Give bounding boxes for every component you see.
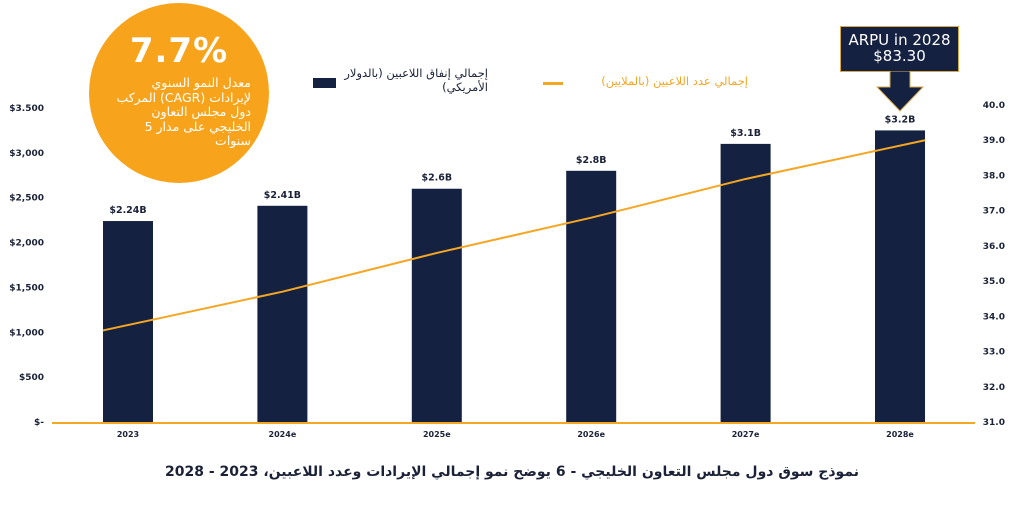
x-tick-label: 2024e <box>269 430 297 439</box>
y-left-tick-label: $500 <box>19 373 44 383</box>
bar-data-label: $2.41B <box>264 190 301 201</box>
bar <box>720 143 771 422</box>
cagr-value: 7.7% <box>129 31 229 71</box>
y-left-tick-label: $1,000 <box>9 328 44 338</box>
x-tick-label: 2028e <box>886 430 914 439</box>
y-right-tick-label: 39.0 <box>983 136 1005 146</box>
arpu-arrow-icon <box>876 71 925 112</box>
bar-data-label: $3.2B <box>885 114 916 125</box>
y-right-tick-label: 31.0 <box>983 418 1005 428</box>
bar-data-label: $3.1B <box>730 128 761 139</box>
legend-bar-swatch <box>313 78 336 88</box>
bar-data-label: $2.8B <box>576 155 607 166</box>
y-left-tick-label: $- <box>34 418 44 428</box>
y-right-tick-label: 34.0 <box>983 312 1005 322</box>
y-right-tick-label: 36.0 <box>983 242 1005 252</box>
y-right-tick-label: 32.0 <box>983 383 1005 393</box>
legend-line-label: إجمالي عدد اللاعبين (بالملايين) <box>601 74 748 88</box>
y-right-tick-label: 37.0 <box>983 207 1005 217</box>
arpu-line1: ARPU in 2028 <box>848 31 951 49</box>
x-tick-label: 2023 <box>117 430 139 439</box>
arpu-callout: ARPU in 2028 $83.30 <box>840 26 959 72</box>
players-line <box>102 139 926 332</box>
bar <box>566 170 617 422</box>
y-left-tick-label: $2,000 <box>9 239 44 249</box>
bar-data-label: $2.6B <box>421 173 452 184</box>
y-right-tick-label: 33.0 <box>983 348 1005 358</box>
x-tick-label: 2027e <box>732 430 760 439</box>
legend-bar-label: إجمالي إنفاق اللاعبين (بالدولار الأمريكي… <box>344 66 488 94</box>
x-tick-label: 2025e <box>423 430 451 439</box>
y-right-tick-label: 40.0 <box>983 101 1005 111</box>
arpu-line2: $83.30 <box>873 47 926 65</box>
y-left-tick-label: $2,500 <box>9 194 44 204</box>
cagr-text: معدل النمو السنوي لإيرادات (CAGR) المركب… <box>116 75 251 148</box>
y-right-tick-label: 38.0 <box>983 171 1005 181</box>
y-left-tick-label: $1,500 <box>9 283 44 293</box>
y-left-tick-label: $3.500 <box>9 104 44 114</box>
bar <box>257 205 308 422</box>
chart-title: نموذج سوق دول مجلس التعاون الخليجي - 6 ي… <box>165 464 859 480</box>
y-right-tick-label: 35.0 <box>983 277 1005 287</box>
bar <box>875 130 925 422</box>
cagr-callout: 7.7% معدل النمو السنوي لإيرادات (CAGR) ا… <box>89 3 269 183</box>
bar-data-label: $2.24B <box>109 205 146 216</box>
x-tick-label: 2026e <box>577 430 605 439</box>
y-left-tick-label: $3,000 <box>9 149 44 159</box>
legend-line-swatch <box>543 82 563 85</box>
bar <box>411 188 462 422</box>
